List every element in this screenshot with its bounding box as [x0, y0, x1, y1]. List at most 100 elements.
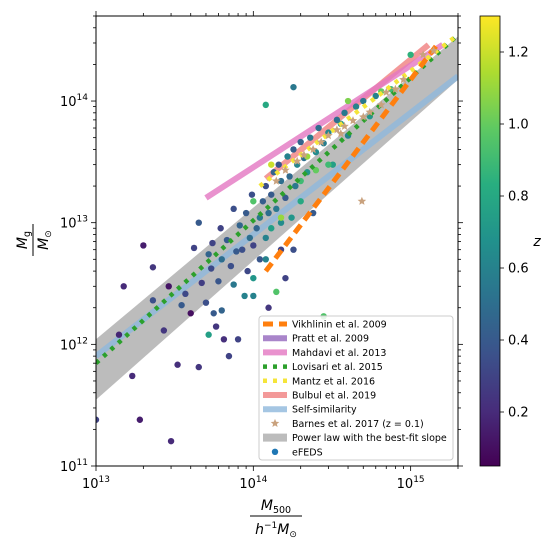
efeds-point: [178, 301, 185, 309]
efeds-point: [297, 198, 304, 205]
efeds-point: [242, 209, 250, 217]
relation-line-mahdavi-et-al-2013: [204, 42, 445, 201]
legend-handle-powerlaw-band: [263, 433, 287, 442]
barnes-star: [340, 121, 349, 130]
efeds-point: [315, 124, 322, 132]
efeds-point: [277, 219, 285, 226]
legend: Vikhlinin et al. 2009 Pratt et al. 2009 Ma…: [258, 315, 454, 461]
efeds-point: [290, 146, 297, 153]
efeds-point: [165, 283, 172, 290]
efeds-point: [246, 234, 254, 242]
efeds-point: [233, 248, 240, 255]
legend-label: Pratt et al. 2009: [292, 334, 369, 345]
y-axis-label-bottom: M⊙: [36, 230, 54, 250]
efeds-point: [407, 51, 414, 58]
efeds-point: [344, 97, 352, 105]
efeds-point: [288, 214, 295, 221]
efeds-point: [236, 222, 243, 229]
barnes-star: [324, 131, 333, 140]
colorbar-tick-label: 0.2: [508, 406, 529, 421]
y-axis-label: Mg M⊙: [15, 224, 54, 256]
efeds-point: [223, 236, 231, 244]
efeds-point: [215, 278, 222, 285]
efeds-point: [234, 336, 242, 343]
efeds-point: [265, 209, 272, 217]
efeds-point: [268, 191, 275, 198]
efeds-point: [205, 331, 212, 338]
relation-line-mantz-et-al-2016: [258, 33, 458, 188]
efeds-point: [270, 169, 278, 176]
efeds-point: [218, 307, 225, 314]
efeds-point: [262, 234, 269, 242]
efeds-point: [96, 416, 100, 423]
efeds-point: [253, 225, 260, 232]
efeds-point: [277, 177, 285, 185]
colorbar-tick-label: 1.0: [508, 118, 529, 133]
efeds-point: [360, 97, 367, 105]
efeds-point: [307, 134, 314, 141]
efeds-point: [195, 363, 202, 371]
legend-label: eFEDS: [292, 447, 323, 458]
legend-handle-efeds: [271, 448, 279, 455]
efeds-point: [230, 281, 237, 288]
efeds-point: [372, 92, 379, 100]
colorbar-label: z: [532, 234, 541, 250]
efeds-point: [210, 310, 217, 317]
colorbar-tick-label: 1.2: [508, 46, 529, 61]
efeds-point: [262, 256, 269, 263]
y-tick-label: 1012: [60, 336, 88, 353]
efeds-point: [129, 372, 136, 380]
efeds-point: [286, 173, 293, 180]
legend-label: Lovisari et al. 2015: [292, 362, 383, 373]
efeds-point: [250, 198, 257, 205]
efeds-point: [325, 161, 332, 168]
efeds-point: [250, 242, 257, 249]
barnes-star: [332, 125, 342, 134]
efeds-point: [262, 182, 269, 190]
barnes-star: [308, 144, 318, 154]
plot-area: [96, 33, 458, 445]
colorbar: [479, 15, 501, 467]
efeds-point: [268, 225, 275, 232]
efeds-point: [284, 153, 291, 160]
x-axis-label: M500 h−1M⊙: [250, 498, 302, 540]
efeds-point: [120, 283, 127, 290]
barnes-star: [299, 150, 309, 159]
efeds-point: [273, 288, 280, 296]
legend-label: Power law with the best-fit slope: [292, 433, 447, 444]
efeds-point: [268, 161, 275, 168]
barnes-star: [391, 84, 400, 93]
efeds-point: [256, 256, 264, 263]
barnes-star: [348, 116, 358, 125]
efeds-point: [250, 292, 257, 300]
efeds-point: [190, 244, 198, 252]
efeds-point: [136, 416, 144, 423]
colorbar-tick-label: 0.6: [508, 262, 529, 277]
efeds-point: [205, 251, 212, 258]
barnes-star: [357, 196, 367, 205]
x-axis-label-bottom: h−1M⊙: [255, 521, 297, 540]
efeds-point: [202, 299, 210, 306]
efeds-point: [212, 323, 220, 330]
efeds-point: [209, 239, 216, 247]
efeds-point: [277, 214, 285, 221]
efeds-point: [275, 161, 282, 168]
efeds-point: [174, 361, 181, 368]
efeds-point: [227, 262, 235, 270]
efeds-point: [115, 331, 123, 338]
efeds-point: [218, 256, 225, 263]
y-tick-label: 1014: [60, 93, 88, 110]
x-axis-label-top: M500: [261, 498, 291, 516]
legend-label: Barnes et al. 2017 (z = 0.1): [292, 419, 424, 430]
efeds-point: [262, 101, 269, 109]
efeds-point: [282, 274, 289, 282]
legend-label: Mantz et al. 2016: [292, 376, 375, 387]
efeds-point: [333, 116, 341, 124]
efeds-point: [241, 292, 248, 300]
efeds-point: [259, 198, 267, 205]
barnes-star: [376, 100, 386, 109]
axes: 1013 1014 1015 1011 1012 1013 1014: [60, 11, 463, 492]
legend-label: Mahdavi et al. 2013: [292, 348, 386, 359]
efeds-point: [250, 274, 257, 282]
